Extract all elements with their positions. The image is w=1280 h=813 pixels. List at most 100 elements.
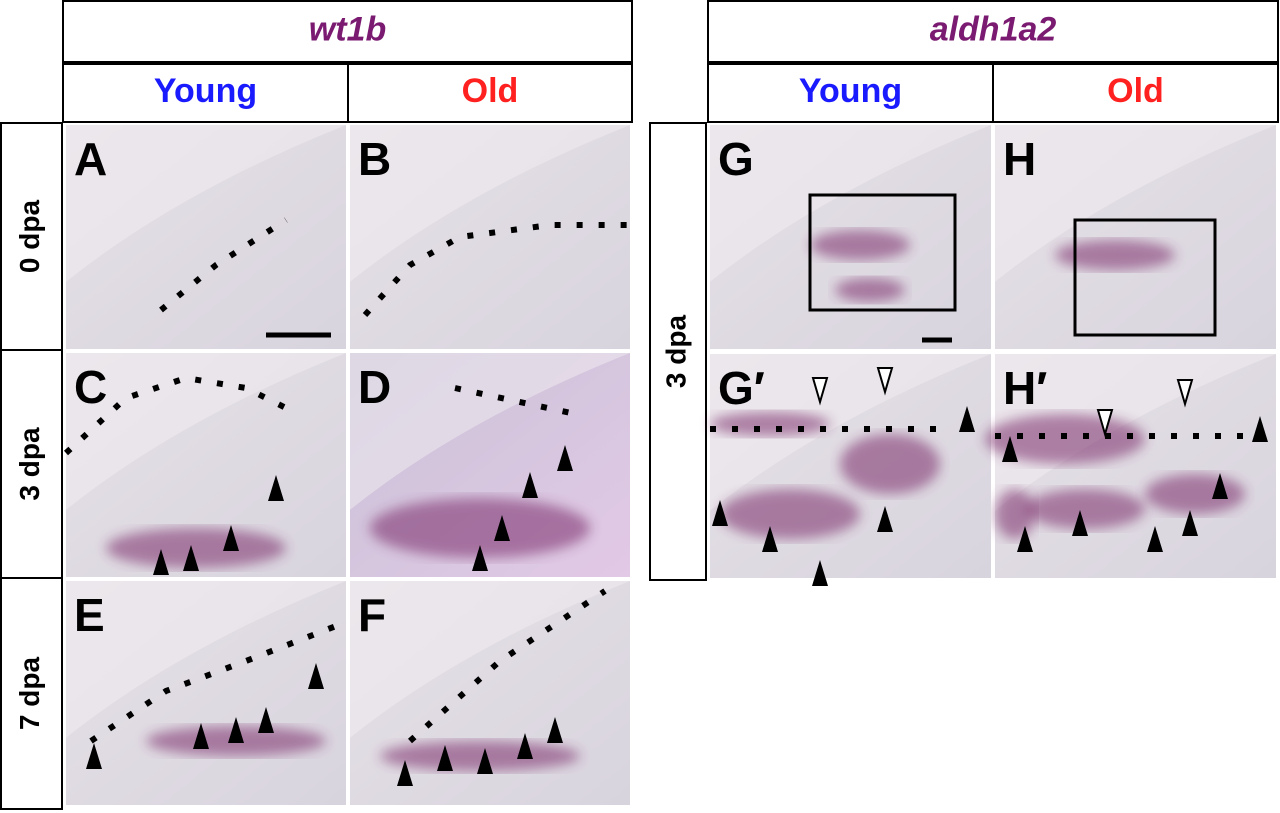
panel-letter: H′	[1003, 362, 1047, 414]
dotted-line	[89, 623, 338, 744]
arrowhead	[547, 717, 563, 743]
tissue-texture	[710, 125, 991, 282]
tissue-texture	[710, 354, 991, 511]
micrograph-panel: G	[710, 125, 991, 349]
tissue-texture	[66, 581, 346, 738]
arrowhead	[1182, 510, 1198, 536]
label-box	[62, 63, 349, 123]
dotted-line	[159, 217, 288, 313]
label-box	[707, 63, 994, 123]
tissue-texture	[66, 125, 346, 282]
row-label: 7 dpa	[14, 657, 45, 731]
tissue-texture	[350, 353, 630, 510]
label-box	[0, 577, 63, 810]
gene-label: aldh1a2	[930, 10, 1057, 48]
arrowhead	[397, 760, 413, 786]
arrowhead	[1002, 436, 1018, 462]
open-arrowhead	[1176, 379, 1194, 408]
stain	[810, 230, 910, 260]
stain	[370, 498, 590, 558]
column-label: Young	[154, 72, 257, 110]
tissue-texture	[350, 125, 630, 282]
arrowhead	[193, 723, 209, 749]
column-label: Old	[1107, 72, 1164, 110]
gene-label: wt1b	[309, 10, 386, 48]
panel-letter: D	[358, 361, 391, 413]
panel-letter: A	[74, 133, 107, 185]
arrowhead	[308, 663, 324, 689]
micrograph-panel: D	[350, 353, 630, 577]
micrograph-panel: C	[63, 353, 346, 577]
arrowhead	[1017, 526, 1033, 552]
micrograph-panel: A	[66, 125, 346, 349]
stain	[840, 434, 940, 494]
arrowhead	[86, 743, 102, 769]
arrowhead	[437, 745, 453, 771]
panel-letter: E	[74, 589, 105, 641]
column-label: Young	[799, 72, 902, 110]
micrograph-panel: E	[66, 581, 346, 805]
micrograph-panel: B	[350, 125, 630, 349]
arrowhead	[223, 525, 239, 551]
arrowhead	[517, 733, 533, 759]
arrowhead	[522, 472, 538, 498]
panel-letter: G′	[718, 362, 765, 414]
panel-letter: B	[358, 133, 391, 185]
panel-letter: F	[358, 589, 386, 641]
label-box	[649, 122, 707, 581]
arrowhead	[494, 515, 510, 541]
label-box	[992, 63, 1279, 123]
arrowhead	[1212, 473, 1228, 499]
stain	[380, 741, 580, 771]
arrowhead	[959, 406, 975, 432]
open-arrowhead	[1096, 409, 1114, 438]
micrograph-panel: F	[350, 581, 630, 805]
open-arrowhead	[876, 367, 894, 396]
micrograph-panel: G′	[710, 354, 991, 586]
label-box	[0, 122, 63, 351]
arrowhead	[712, 500, 728, 526]
arrowhead	[1147, 526, 1163, 552]
arrowhead	[472, 545, 488, 571]
arrowhead	[153, 549, 169, 575]
micrograph-panel: H	[995, 125, 1276, 349]
arrowhead	[877, 506, 893, 532]
stain	[835, 278, 905, 302]
arrowhead	[268, 475, 284, 501]
tissue-texture	[995, 125, 1276, 282]
arrowhead	[183, 545, 199, 571]
label-box	[62, 0, 633, 63]
panel-letter: C	[74, 361, 107, 413]
open-arrowhead	[811, 377, 829, 406]
row-label: 3 dpa	[14, 427, 45, 501]
stain	[995, 489, 1035, 539]
row-label: 0 dpa	[14, 200, 45, 274]
label-box	[707, 0, 1279, 63]
tissue-texture	[995, 354, 1276, 511]
label-box	[347, 63, 633, 123]
arrowhead	[762, 526, 778, 552]
inset-box	[808, 193, 957, 312]
row-label: 3 dpa	[660, 315, 691, 389]
inset-box	[1073, 218, 1217, 337]
stain	[710, 412, 830, 436]
arrowhead	[557, 445, 573, 471]
stain	[720, 489, 860, 539]
stain	[1025, 489, 1145, 529]
stain	[1145, 474, 1245, 514]
arrowhead	[477, 748, 493, 774]
stain	[1055, 240, 1175, 270]
arrowhead	[812, 560, 828, 586]
arrowhead	[1072, 510, 1088, 536]
stain	[106, 528, 286, 568]
panel-letter: H	[1003, 133, 1036, 185]
column-label: Old	[462, 72, 519, 110]
tissue-texture	[350, 581, 630, 738]
arrowhead	[258, 707, 274, 733]
dotted-line	[63, 374, 298, 456]
panel-letter: G	[718, 133, 754, 185]
arrowhead	[1252, 416, 1268, 442]
arrowhead	[228, 717, 244, 743]
micrograph-panel: H′	[985, 354, 1276, 578]
